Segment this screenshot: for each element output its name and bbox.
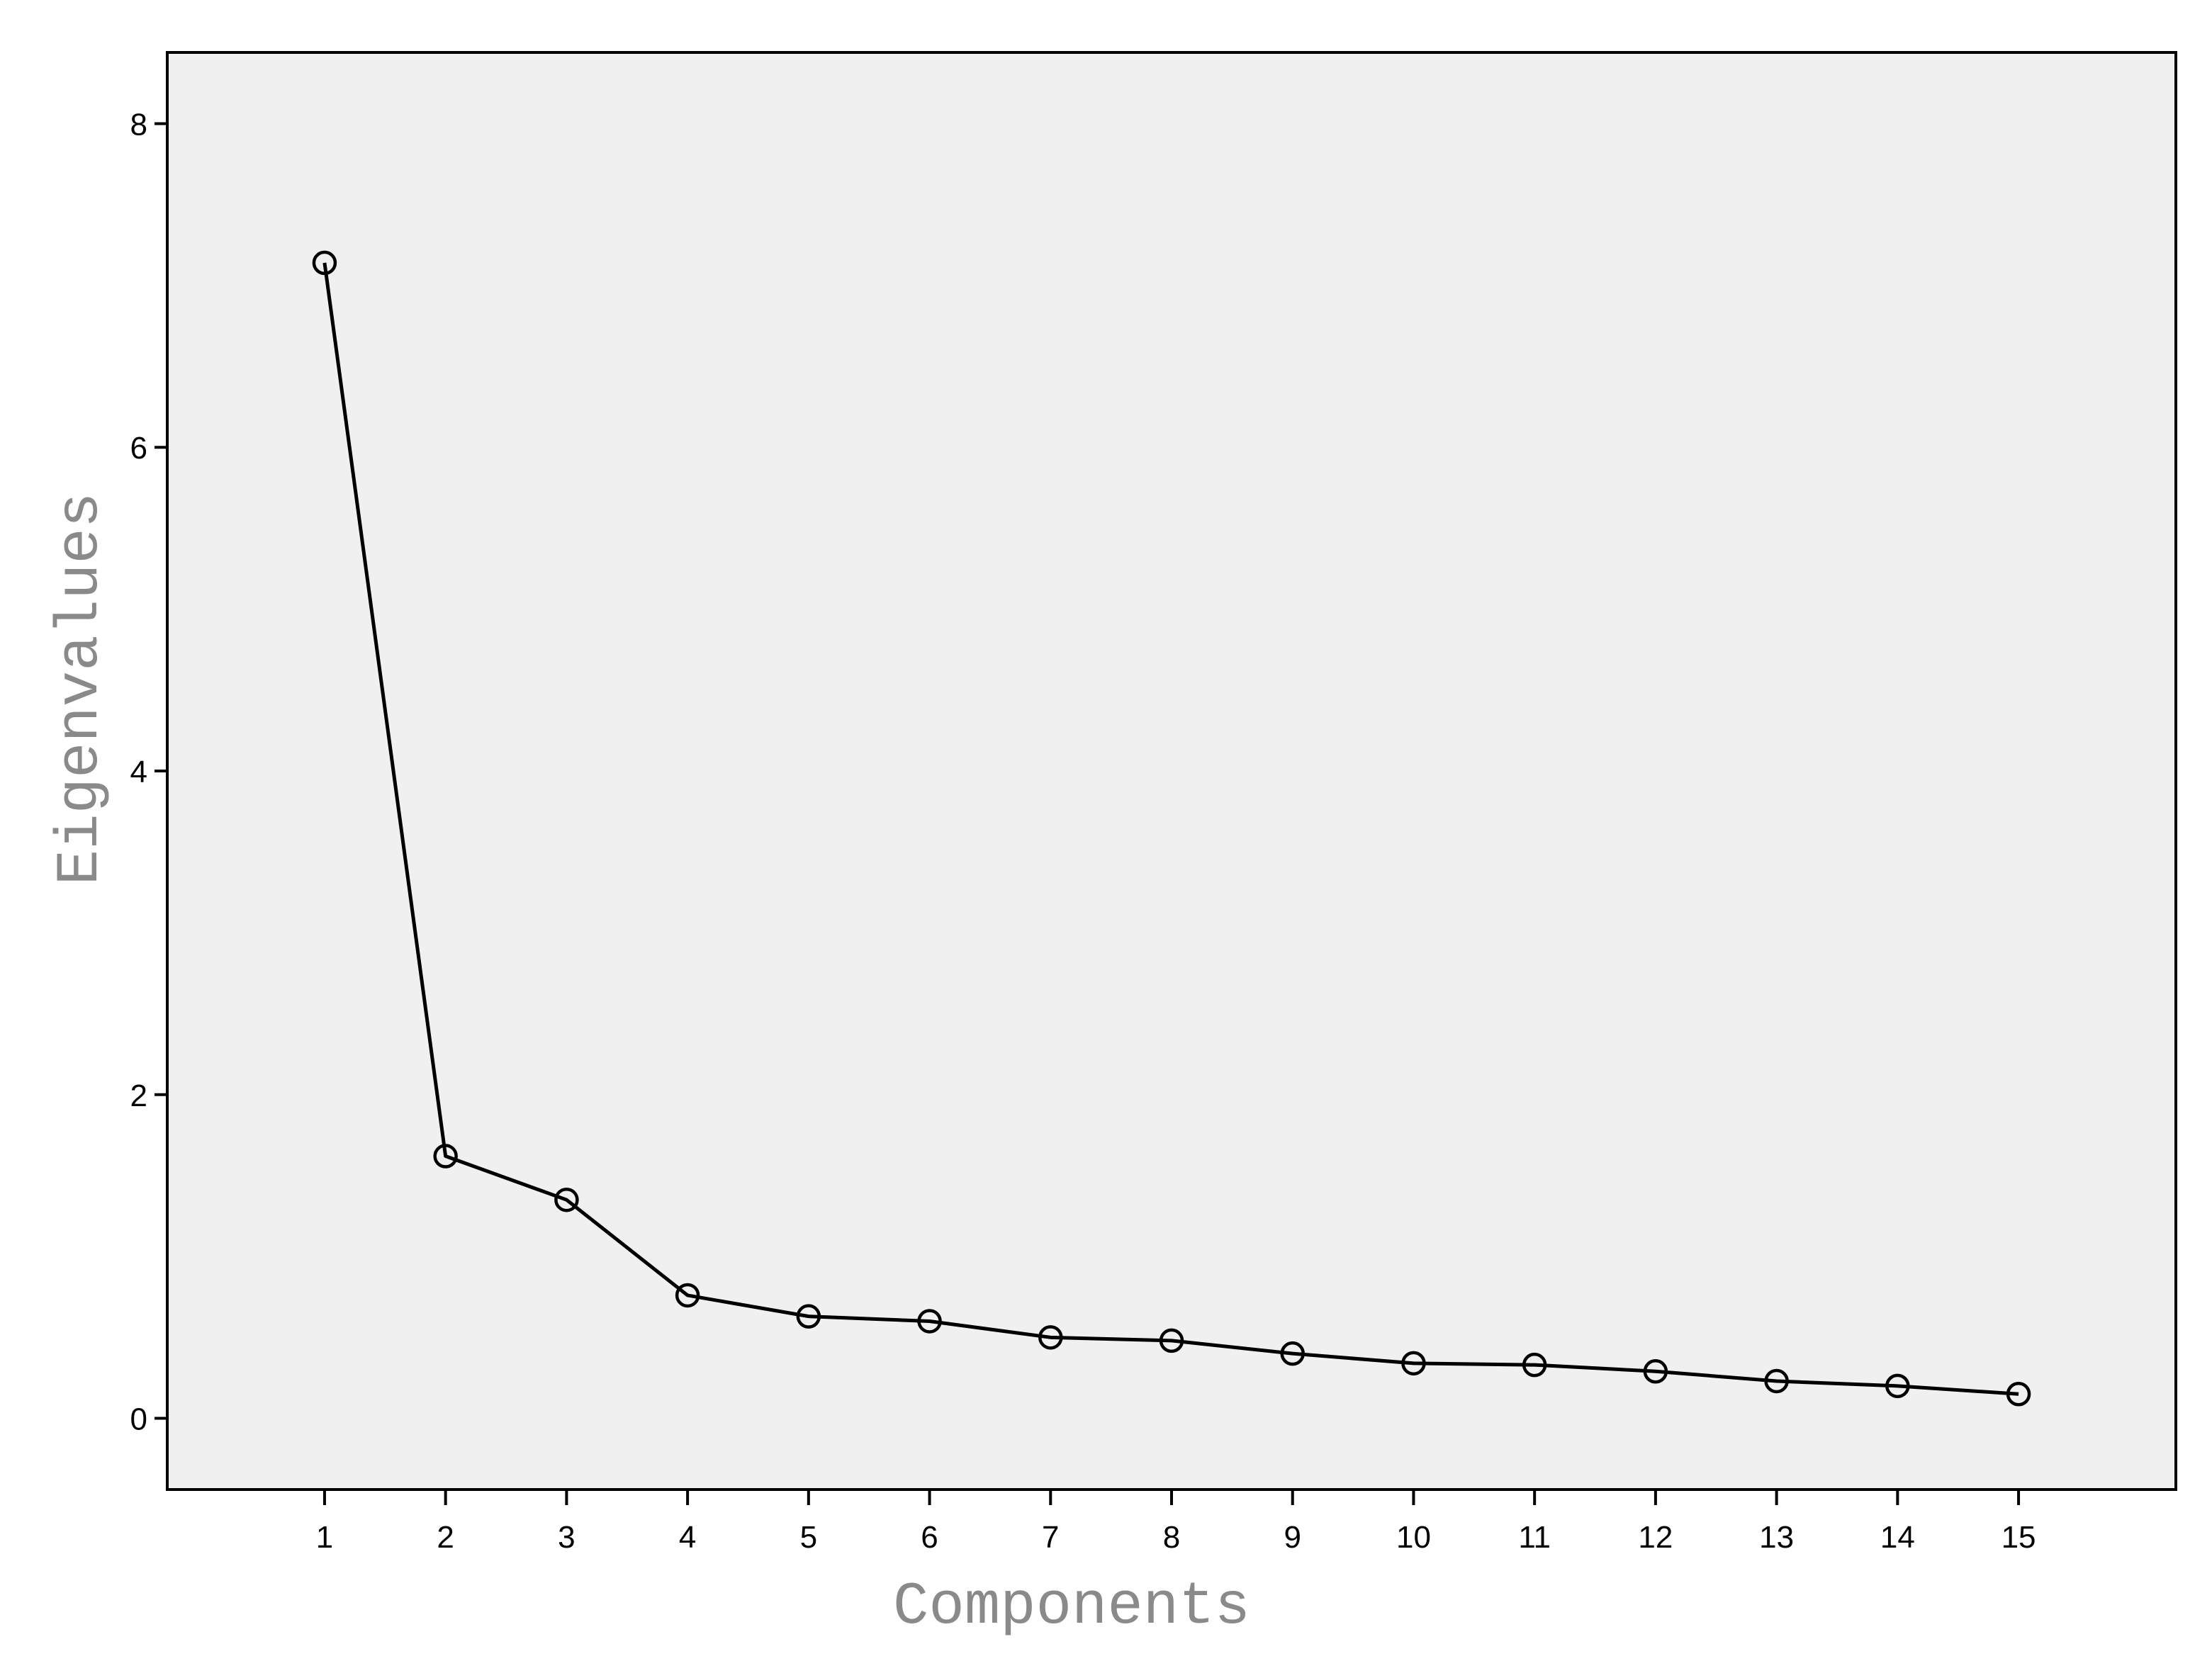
x-tick-label: 3 [558,1520,575,1555]
data-point [2006,1382,2031,1407]
x-tick-label: 7 [1042,1520,1059,1555]
x-tick-label: 8 [1163,1520,1180,1555]
data-point [1885,1373,1910,1399]
x-tick-label: 9 [1284,1520,1301,1555]
data-point [1280,1341,1305,1366]
plot-area [166,51,2177,1491]
y-tick-label: 0 [130,1402,147,1437]
x-tick-label: 14 [1880,1520,1915,1555]
data-point [1159,1328,1184,1353]
x-tick-label: 11 [1518,1520,1551,1555]
y-tick-label: 8 [130,107,147,142]
x-tick-label: 4 [679,1520,696,1555]
x-tick-label: 10 [1396,1520,1431,1555]
x-tick-label: 2 [437,1520,454,1555]
x-tick-label: 15 [2002,1520,2036,1555]
x-axis-title: Components [893,1574,1250,1641]
x-tick-label: 12 [1638,1520,1673,1555]
data-point [1522,1352,1547,1378]
y-tick-label: 6 [130,431,147,466]
y-tick-label: 4 [130,755,147,789]
data-point [1643,1359,1668,1384]
y-axis-title: Eigenvalues [47,492,115,886]
data-point [1038,1325,1063,1350]
x-tick-label: 6 [921,1520,938,1555]
y-axis: 0 2 4 6 8 [130,107,167,1437]
x-tick-label: 13 [1759,1520,1794,1555]
x-tick-label: 1 [316,1520,333,1555]
x-tick-label: 5 [800,1520,817,1555]
data-point [917,1309,942,1334]
data-point [675,1283,700,1308]
series-layer [312,250,2031,1407]
data-point [433,1144,458,1169]
y-tick-label: 2 [130,1079,147,1113]
data-point [1764,1368,1789,1394]
x-axis: 1 2 3 4 5 6 7 8 9 10 11 12 13 14 15 [316,1490,2036,1555]
series-line [322,262,2019,1396]
data-point [1401,1351,1426,1376]
data-point [796,1304,821,1329]
data-point [554,1187,579,1212]
data-point [312,250,337,276]
